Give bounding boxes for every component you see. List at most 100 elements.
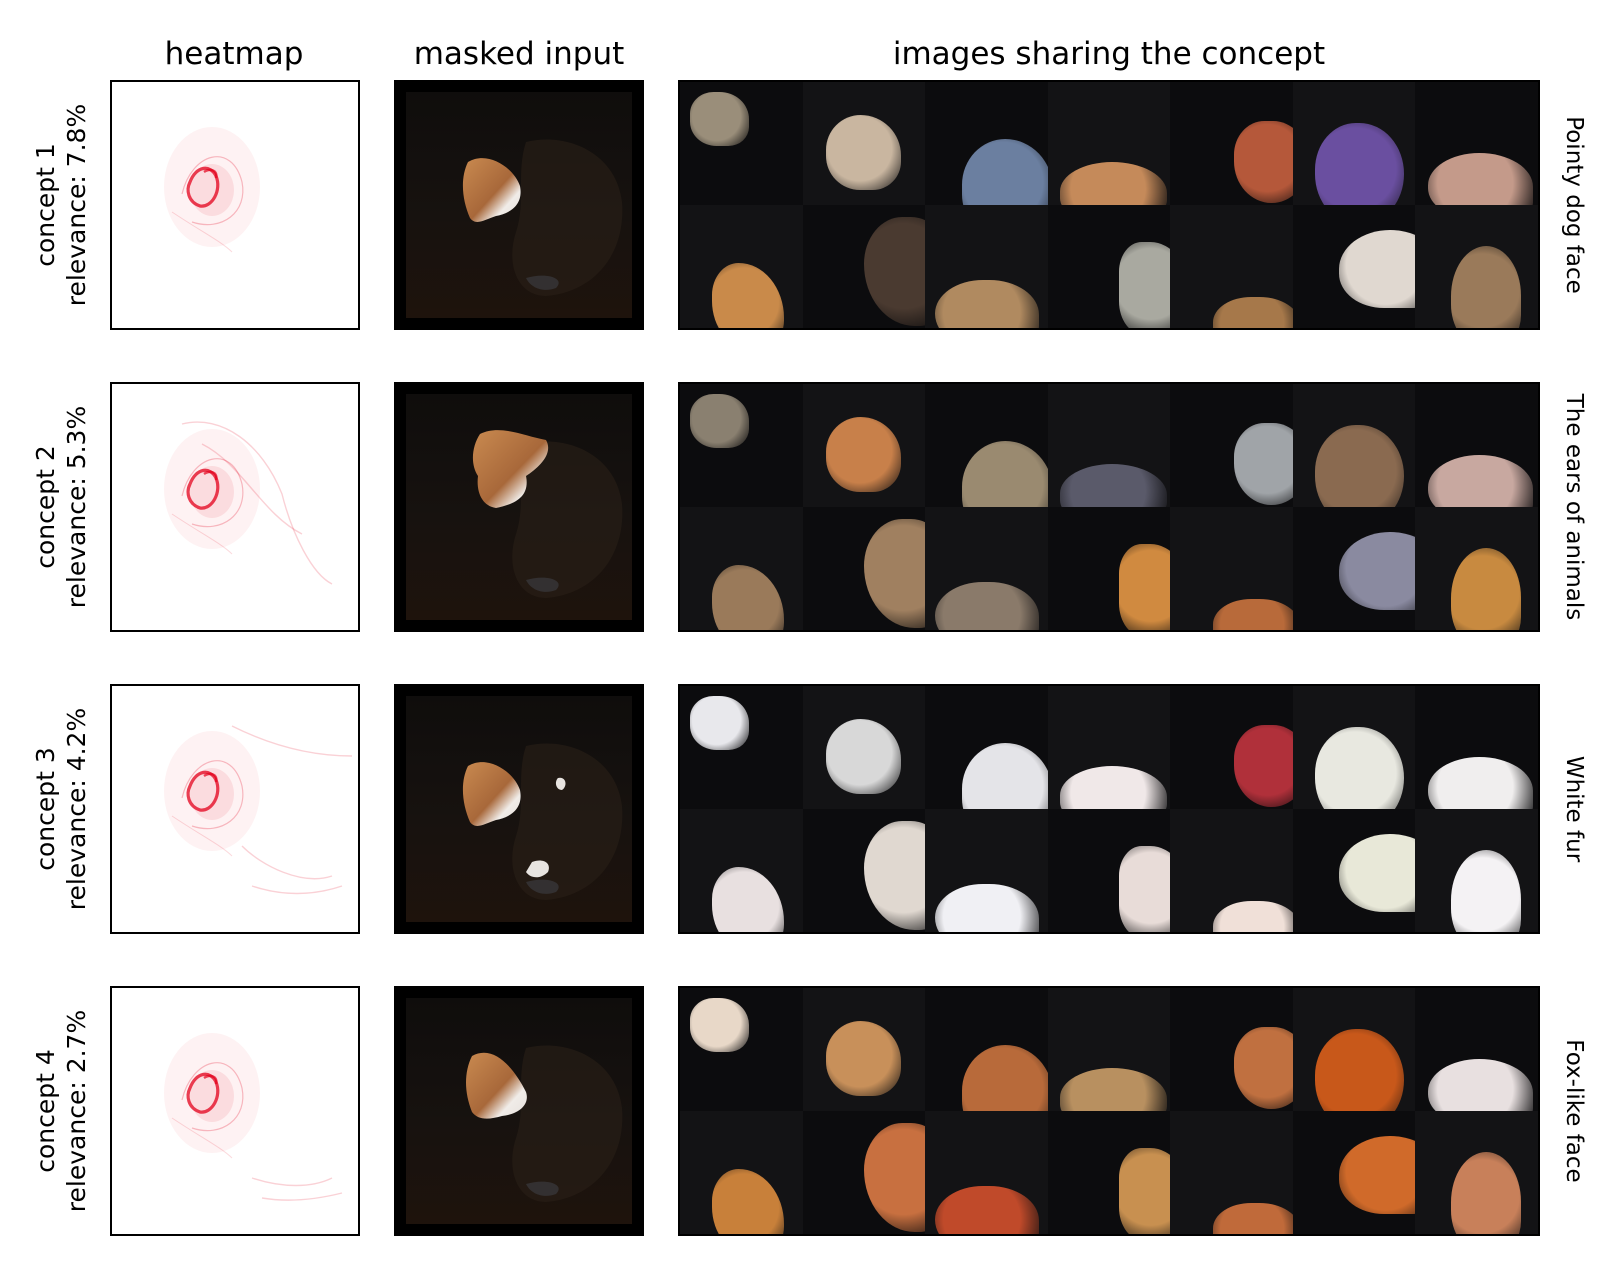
heatmap-panel: [110, 80, 360, 330]
concept-region-highlight: [1314, 726, 1405, 809]
concept-description-text: Pointy dog face: [1561, 116, 1587, 294]
concept-region-highlight: [1314, 1028, 1405, 1111]
concept-description: Fox-like face: [1552, 986, 1596, 1236]
concept-example-image: [1047, 809, 1171, 932]
concept-example-image: [802, 988, 926, 1111]
images-column-header: images sharing the concept: [892, 36, 1326, 72]
concept-region-highlight: [711, 866, 785, 932]
concept-image-grid: [678, 80, 1540, 330]
concept-example-image: [1170, 205, 1293, 328]
concept-example-image: [1415, 205, 1538, 328]
concept-example-image: [1170, 384, 1293, 507]
concept-example-image: [1415, 686, 1538, 809]
concept-relevance: relevance: 4.2%: [62, 707, 91, 911]
heatmap-panel: [110, 382, 360, 632]
concept-region-highlight: [1118, 241, 1171, 328]
concept-example-image: [925, 82, 1048, 205]
masked-region-graphic: [466, 1045, 623, 1202]
concept-region-highlight: [825, 115, 901, 191]
concept-region-highlight: [1213, 297, 1293, 328]
concept-example-image: [680, 988, 803, 1111]
concept-example-image: [1292, 205, 1416, 328]
masked-region-graphic: [462, 743, 623, 900]
concept-name: concept 1: [31, 143, 60, 267]
heatmap-graphic: [164, 421, 333, 585]
concept-example-image: [680, 507, 803, 630]
heatmap-graphic: [164, 127, 260, 253]
concept-region-highlight: [825, 1021, 901, 1097]
concept-region-highlight: [961, 440, 1048, 507]
concept-region-highlight: [1339, 833, 1416, 913]
concept-image-grid: [678, 986, 1540, 1236]
concept-region-highlight: [1234, 121, 1293, 203]
concept-example-image: [925, 1111, 1048, 1234]
concept-example-image: [802, 686, 926, 809]
concept-example-image: [925, 686, 1048, 809]
concept-example-image: [1047, 82, 1171, 205]
concept-region-highlight: [863, 821, 926, 930]
concept-example-image: [1047, 507, 1171, 630]
concept-description-text: Fox-like face: [1561, 1039, 1587, 1183]
concept-example-image: [1047, 988, 1171, 1111]
concept-region-highlight: [1118, 1147, 1171, 1234]
concept-example-image: [1170, 809, 1293, 932]
concept-example-image: [1415, 1111, 1538, 1234]
concept-region-highlight: [689, 91, 749, 146]
concept-row-3: concept 3 relevance: 4.2% White fur: [0, 684, 1600, 934]
concept-example-image: [1292, 507, 1416, 630]
concept-region-highlight: [825, 417, 901, 493]
concept-example-image: [802, 384, 926, 507]
concept-name: concept 4: [31, 1049, 60, 1173]
concept-example-image: [1415, 507, 1538, 630]
concept-example-image: [802, 82, 926, 205]
concept-region-highlight: [961, 138, 1048, 205]
concept-label: concept 1 relevance: 7.8%: [26, 80, 96, 330]
concept-relevance: relevance: 2.7%: [62, 1009, 91, 1213]
concept-description: Pointy dog face: [1552, 80, 1596, 330]
concept-label: concept 2 relevance: 5.3%: [26, 382, 96, 632]
concept-region-highlight: [934, 1186, 1040, 1234]
concept-region-highlight: [1234, 725, 1293, 807]
concept-region-highlight: [1450, 849, 1521, 932]
concept-name: concept 2: [31, 445, 60, 569]
concept-region-highlight: [1213, 599, 1293, 630]
concept-region-highlight: [863, 519, 926, 628]
heatmap-panel: [110, 986, 360, 1236]
concept-label: concept 3 relevance: 4.2%: [26, 684, 96, 934]
concept-region-highlight: [934, 884, 1040, 932]
concept-example-image: [1170, 686, 1293, 809]
concept-region-highlight: [1450, 547, 1521, 630]
concept-example-image: [680, 205, 803, 328]
concept-relevance: relevance: 7.8%: [62, 103, 91, 307]
concept-region-highlight: [1314, 122, 1405, 205]
concept-region-highlight: [1427, 455, 1534, 507]
concept-region-highlight: [863, 1123, 926, 1232]
concept-region-highlight: [1059, 765, 1167, 809]
concept-relevance: relevance: 5.3%: [62, 405, 91, 609]
concept-example-image: [802, 1111, 926, 1234]
concept-example-image: [680, 809, 803, 932]
concept-region-highlight: [1059, 1067, 1167, 1111]
concept-example-image: [1047, 686, 1171, 809]
concept-region-highlight: [1450, 1151, 1521, 1234]
concept-example-image: [1415, 809, 1538, 932]
concept-region-highlight: [961, 1044, 1048, 1111]
concept-example-image: [1292, 686, 1416, 809]
concept-row-1: concept 1 relevance: 7.8% Pointy dog face: [0, 80, 1600, 330]
concept-region-highlight: [961, 742, 1048, 809]
concept-example-image: [1170, 507, 1293, 630]
heatmap-panel: [110, 684, 360, 934]
concept-region-highlight: [1234, 1027, 1293, 1109]
concept-example-image: [925, 507, 1048, 630]
concept-region-highlight: [1213, 901, 1293, 932]
concept-example-image: [1415, 384, 1538, 507]
concept-example-image: [925, 988, 1048, 1111]
concept-example-image: [680, 1111, 803, 1234]
masked-input-panel: [394, 382, 644, 632]
concept-example-image: [1415, 988, 1538, 1111]
masked-region-graphic: [472, 430, 623, 598]
concept-region-highlight: [689, 997, 749, 1052]
concept-example-image: [925, 205, 1048, 328]
concept-example-image: [802, 507, 926, 630]
concept-example-image: [680, 82, 803, 205]
